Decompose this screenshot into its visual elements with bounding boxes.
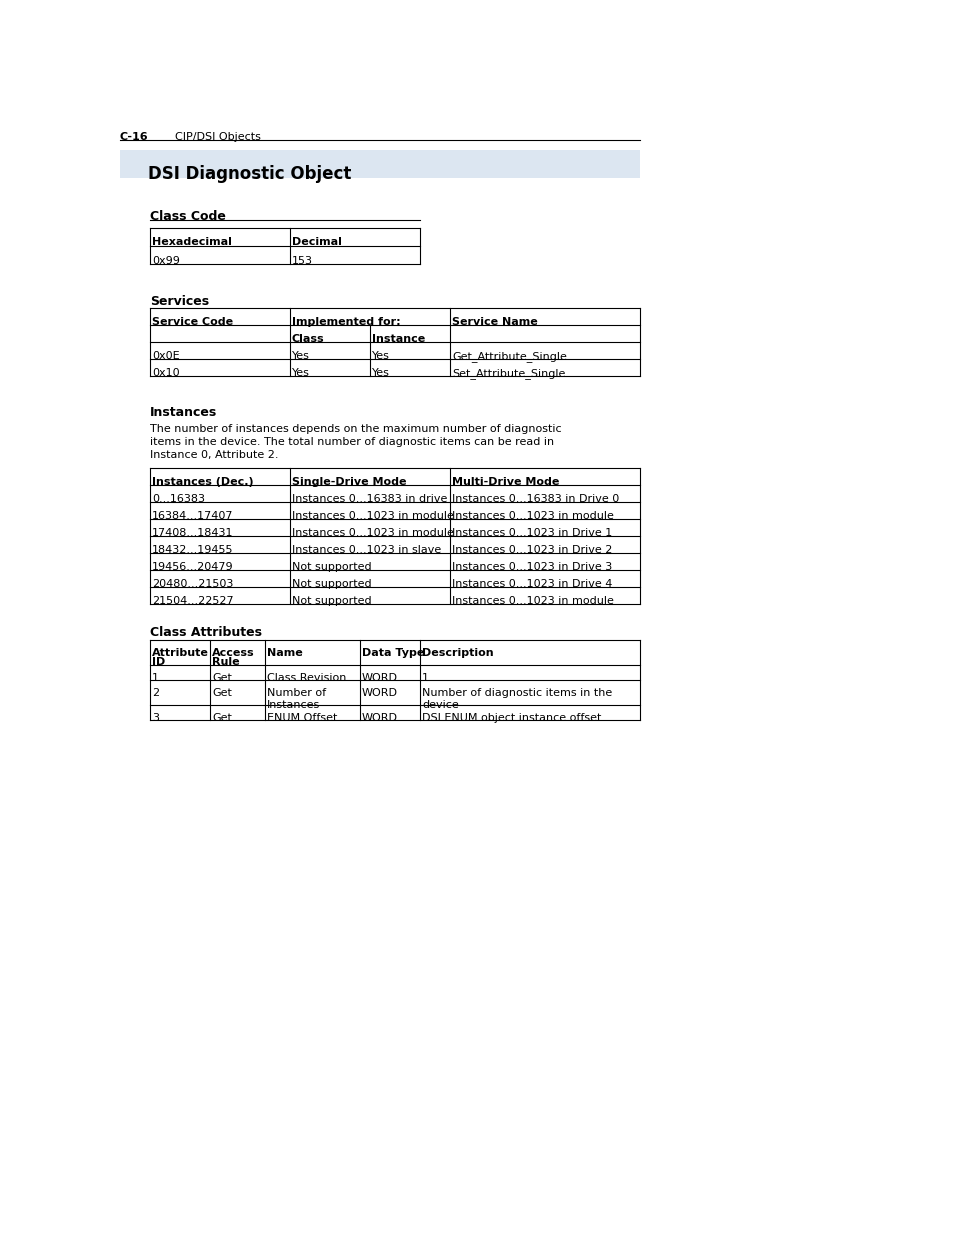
Text: 0x10: 0x10 [152,368,179,378]
Text: 0...16383: 0...16383 [152,494,205,504]
Text: Data Type: Data Type [361,648,424,658]
Text: WORD: WORD [361,713,397,722]
Text: Instances 0...16383 in Drive 0: Instances 0...16383 in Drive 0 [452,494,618,504]
Text: Get: Get [212,713,232,722]
Text: Not supported: Not supported [292,579,372,589]
Text: Description: Description [421,648,493,658]
Text: Class Code: Class Code [150,210,226,224]
Text: Single-Drive Mode: Single-Drive Mode [292,477,406,487]
Text: 2: 2 [152,688,159,698]
Text: Not supported: Not supported [292,562,372,572]
Text: 16384...17407: 16384...17407 [152,511,233,521]
Text: The number of instances depends on the maximum number of diagnostic: The number of instances depends on the m… [150,424,561,433]
Text: Instances 0...1023 in module: Instances 0...1023 in module [292,529,454,538]
Text: Get: Get [212,673,232,683]
Text: Rule: Rule [212,657,239,667]
Text: device: device [421,700,458,710]
Text: Instances: Instances [150,406,217,419]
Text: Instance 0, Attribute 2.: Instance 0, Attribute 2. [150,450,278,459]
Text: Service Name: Service Name [452,317,537,327]
Text: Class: Class [292,333,324,345]
Text: 153: 153 [292,256,313,266]
Text: 21504...22527: 21504...22527 [152,597,233,606]
Text: WORD: WORD [361,688,397,698]
Text: Instances 0...16383 in drive: Instances 0...16383 in drive [292,494,447,504]
Text: 19456...20479: 19456...20479 [152,562,233,572]
Text: Instances 0...1023 in module: Instances 0...1023 in module [292,511,454,521]
Text: DSI ENUM object instance offset: DSI ENUM object instance offset [421,713,600,722]
Text: Instances 0...1023 in Drive 4: Instances 0...1023 in Drive 4 [452,579,612,589]
Text: Number of: Number of [267,688,326,698]
Text: Hexadecimal: Hexadecimal [152,237,232,247]
Text: Yes: Yes [292,368,310,378]
Text: Instance: Instance [372,333,425,345]
Text: Class Revision: Class Revision [267,673,346,683]
Text: 1: 1 [152,673,159,683]
Text: Multi-Drive Mode: Multi-Drive Mode [452,477,558,487]
Text: Instances: Instances [267,700,320,710]
Text: Not supported: Not supported [292,597,372,606]
Text: Yes: Yes [372,351,390,361]
Text: Instances 0...1023 in module: Instances 0...1023 in module [452,511,613,521]
Text: items in the device. The total number of diagnostic items can be read in: items in the device. The total number of… [150,437,554,447]
Text: Instances 0...1023 in module: Instances 0...1023 in module [452,597,613,606]
Text: Instances 0...1023 in Drive 3: Instances 0...1023 in Drive 3 [452,562,612,572]
Text: Instances (Dec.): Instances (Dec.) [152,477,253,487]
Text: Name: Name [267,648,302,658]
Text: Get_Attribute_Single: Get_Attribute_Single [452,351,566,362]
Text: Implemented for:: Implemented for: [292,317,400,327]
Text: Decimal: Decimal [292,237,341,247]
Text: Services: Services [150,295,209,308]
Text: Get: Get [212,688,232,698]
Text: 17408...18431: 17408...18431 [152,529,233,538]
Text: 20480...21503: 20480...21503 [152,579,233,589]
Text: Service Code: Service Code [152,317,233,327]
Text: Instances 0...1023 in slave: Instances 0...1023 in slave [292,545,441,555]
Text: ENUM Offset: ENUM Offset [267,713,337,722]
Text: 18432...19455: 18432...19455 [152,545,233,555]
Text: Class Attributes: Class Attributes [150,626,262,638]
Text: Attribute: Attribute [152,648,209,658]
Text: Instances 0...1023 in Drive 2: Instances 0...1023 in Drive 2 [452,545,612,555]
Text: 3: 3 [152,713,159,722]
Text: CIP/DSI Objects: CIP/DSI Objects [174,132,260,142]
Text: 0x0E: 0x0E [152,351,179,361]
Text: C-16: C-16 [120,132,149,142]
Text: WORD: WORD [361,673,397,683]
Text: Set_Attribute_Single: Set_Attribute_Single [452,368,565,379]
Text: Number of diagnostic items in the: Number of diagnostic items in the [421,688,612,698]
Text: Yes: Yes [292,351,310,361]
Text: Instances 0...1023 in Drive 1: Instances 0...1023 in Drive 1 [452,529,612,538]
Bar [120,149,639,178]
Text: Access: Access [212,648,254,658]
Text: Yes: Yes [372,368,390,378]
Text: DSI Diagnostic Object: DSI Diagnostic Object [148,165,351,183]
Text: 1: 1 [421,673,429,683]
Text: 0x99: 0x99 [152,256,180,266]
Text: ID: ID [152,657,165,667]
